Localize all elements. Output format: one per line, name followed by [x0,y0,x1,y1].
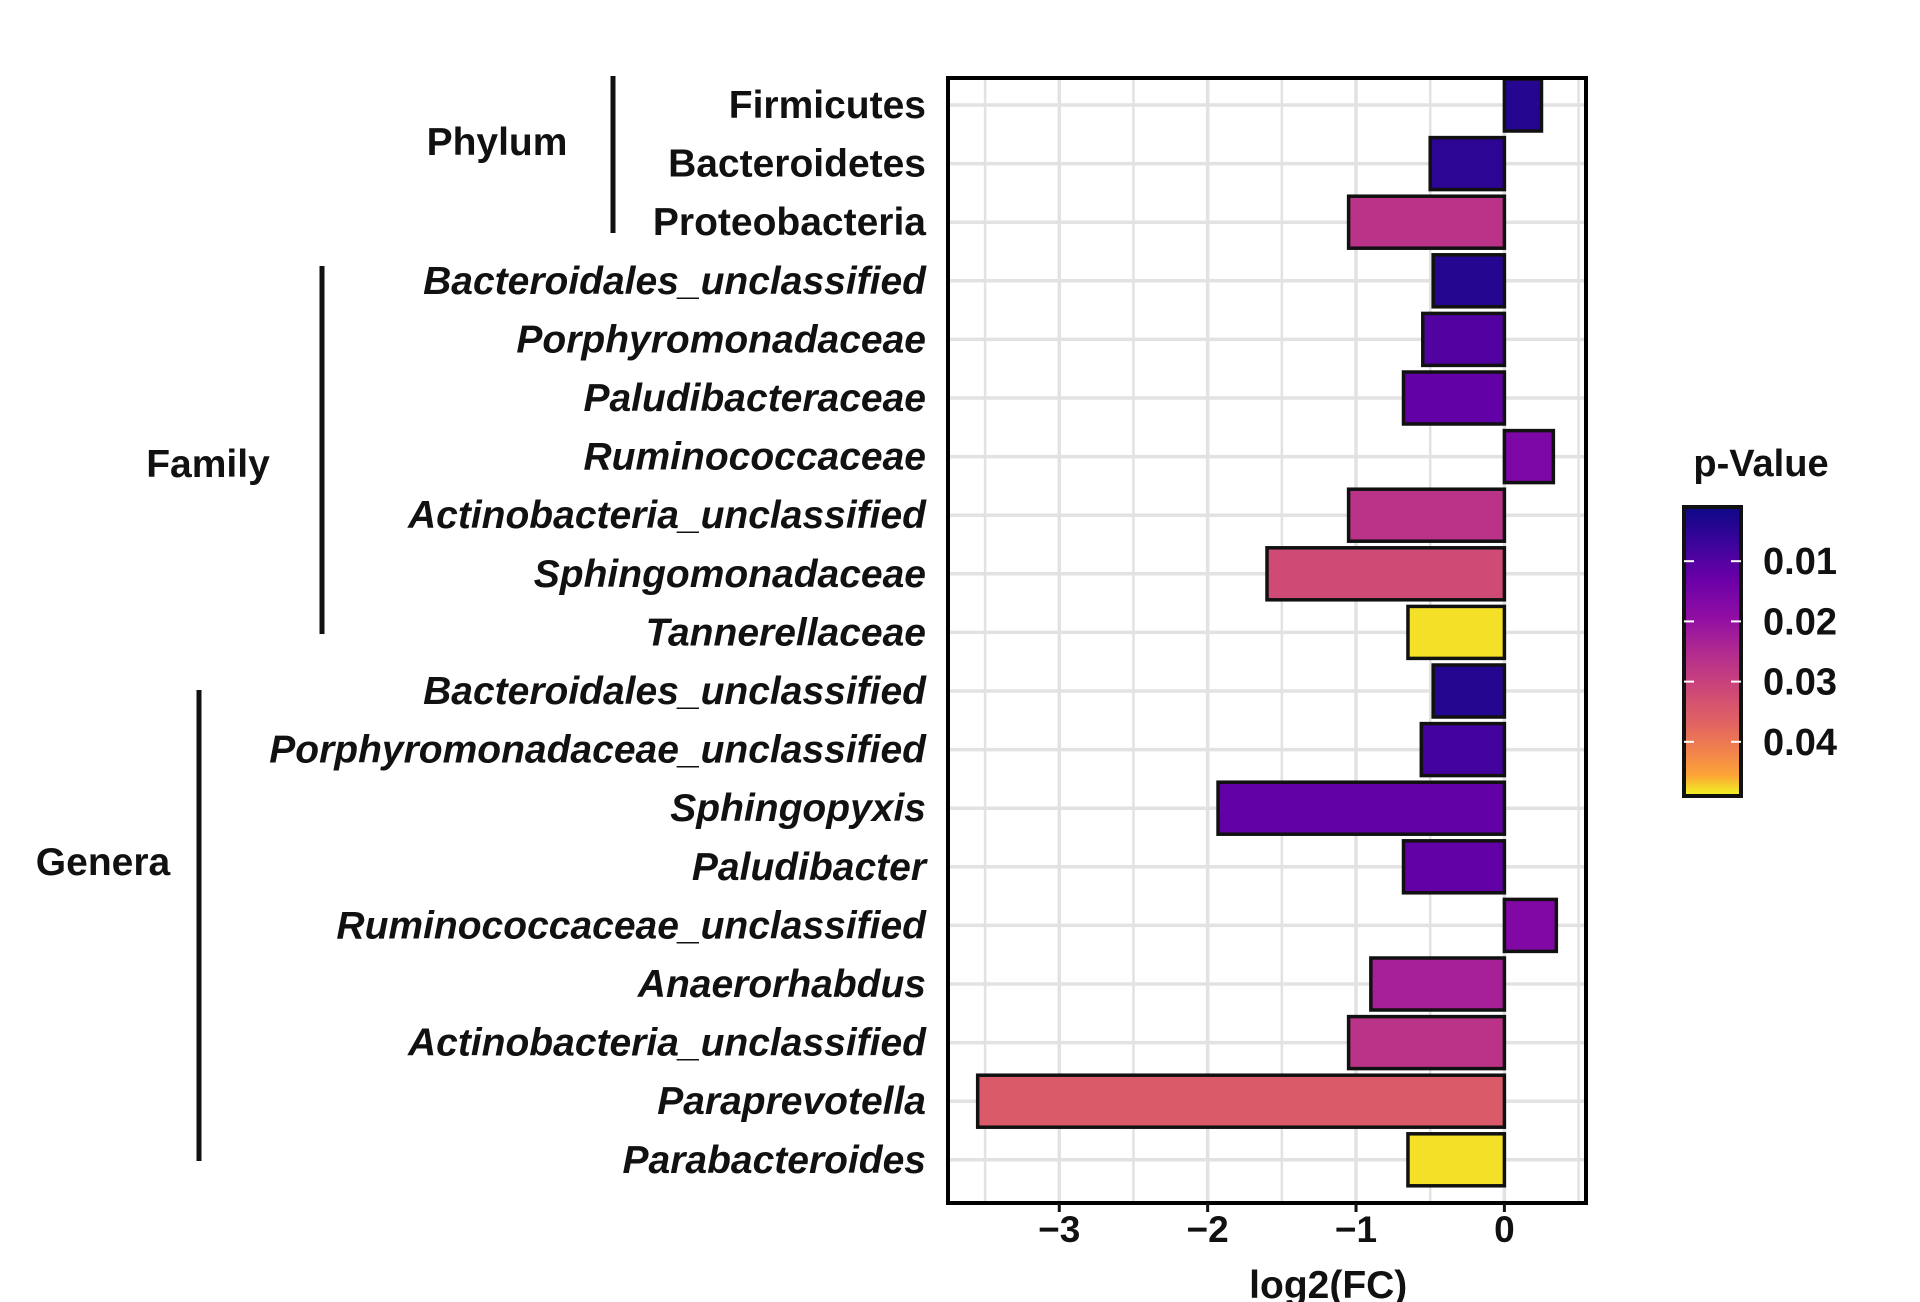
group-label: Family [146,443,270,486]
x-tick-label: −1 [1335,1209,1377,1250]
bar [1346,1014,1507,1071]
bar [1406,1132,1507,1188]
category-label: Anaerorhabdus [637,963,926,1006]
bar [1421,311,1507,368]
bar [1216,780,1507,836]
bar [1346,194,1507,250]
group-brackets: Phylum Family Genera [36,76,616,1161]
category-label: Tannerellaceae [646,611,926,654]
category-label: Ruminococcaceae_unclassified [336,904,927,947]
bar [1431,663,1507,719]
category-label: Firmicutes [729,84,926,127]
category-label: Paludibacter [692,846,928,889]
group-label: Phylum [427,121,568,164]
legend-ticks: 0.01 0.02 0.03 0.04 [1684,541,1837,764]
category-label: Sphingopyxis [670,787,926,830]
bar [1369,956,1507,1012]
category-label: Sphingomonadaceae [534,553,926,596]
bar [1428,135,1507,192]
bar [1346,487,1507,543]
legend-tick-label: 0.01 [1763,541,1837,583]
category-label: Ruminococcaceae [584,436,927,479]
category-label: Porphyromonadaceae_unclassified [269,729,927,772]
bar [975,1073,1507,1129]
bar [1401,370,1507,426]
bars [975,77,1559,1188]
bar [1401,839,1507,895]
x-axis-ticks: −3 −2 −1 0 [1038,1203,1515,1250]
bar [1502,77,1544,133]
x-tick-label: −2 [1187,1209,1229,1250]
bar [1419,721,1507,778]
category-label: Parabacteroides [623,1139,927,1182]
bar [1406,604,1507,661]
color-legend: p-Value 0.01 0.02 0.03 0.04 [1682,443,1837,798]
category-label: Actinobacteria_unclassified [407,494,927,537]
legend-title: p-Value [1693,443,1828,485]
category-labels: Firmicutes Bacteroidetes Proteobacteria Bac… [269,84,928,1182]
category-label: Bacteroidales_unclassified [423,670,927,713]
category-label: Actinobacteria_unclassified [407,1022,927,1065]
plot-frame [946,76,1588,1205]
category-label: Paraprevotella [657,1080,926,1123]
legend-colorbar [1682,505,1743,798]
bar [1502,428,1556,485]
x-axis-title: log2(FC) [1249,1264,1407,1302]
x-tick-label: 0 [1494,1209,1515,1250]
group-label: Genera [36,841,171,884]
legend-tick-label: 0.02 [1763,601,1837,643]
bar [1265,546,1507,602]
category-label: Bacteroidales_unclassified [423,260,927,303]
legend-tick-label: 0.04 [1763,722,1837,764]
category-label: Paludibacteraceae [583,377,926,420]
x-tick-label: −3 [1038,1209,1080,1250]
category-label: Porphyromonadaceae [516,318,926,361]
category-label: Bacteroidetes [668,143,926,186]
bar [1502,897,1559,954]
bar [1431,253,1507,309]
legend-tick-label: 0.03 [1763,662,1837,704]
category-label: Proteobacteria [653,201,926,244]
